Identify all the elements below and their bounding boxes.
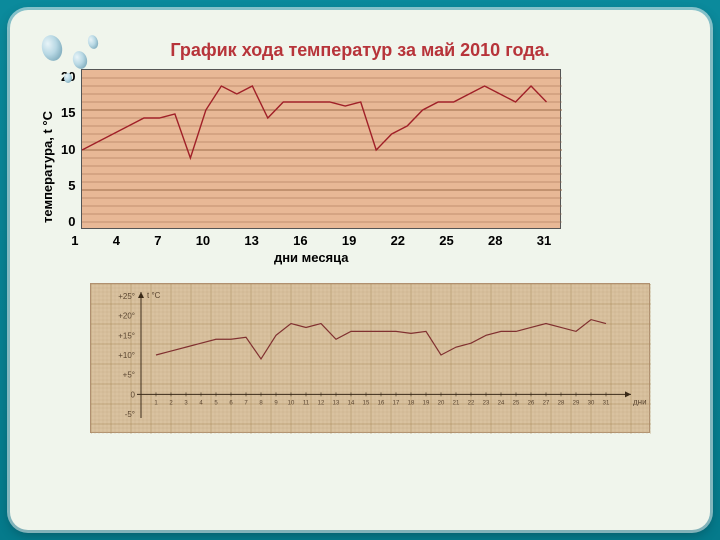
svg-text:3: 3 [184,400,188,406]
svg-text:31: 31 [603,400,610,406]
svg-text:19: 19 [423,400,430,406]
svg-text:25: 25 [513,400,520,406]
svg-text:2: 2 [169,400,173,406]
svg-text:12: 12 [318,400,325,406]
graph-paper-chart: -5°0+5°+10°+15°+20°+25°t °C1234567891011… [90,283,660,433]
svg-text:0: 0 [131,390,136,399]
svg-text:26: 26 [528,400,535,406]
svg-text:t °C: t °C [147,291,161,300]
svg-text:9: 9 [274,400,278,406]
svg-text:15: 15 [363,400,370,406]
svg-text:30: 30 [588,400,595,406]
svg-text:дни: дни [633,397,647,406]
x-tick: 31 [537,233,551,248]
svg-text:+5°: +5° [123,371,135,380]
svg-text:14: 14 [348,400,355,406]
x-tick: 4 [113,233,120,248]
x-tick: 13 [244,233,258,248]
x-axis-ticks: 1 4 7 10 13 16 19 22 25 28 31 [71,233,551,248]
svg-text:23: 23 [483,400,490,406]
y-tick: 0 [68,214,75,229]
x-tick: 16 [293,233,307,248]
svg-text:10: 10 [288,400,295,406]
svg-text:-5°: -5° [125,410,135,419]
y-tick: 15 [61,105,75,120]
y-tick: 10 [61,142,75,157]
svg-text:+15°: +15° [118,331,135,340]
chart-title: График хода температур за май 2010 года. [30,40,690,61]
svg-text:28: 28 [558,400,565,406]
slide-frame: График хода температур за май 2010 года.… [0,0,720,540]
svg-text:6: 6 [229,400,233,406]
svg-text:5: 5 [214,400,218,406]
svg-text:+20°: +20° [118,312,135,321]
svg-text:22: 22 [468,400,475,406]
svg-text:18: 18 [408,400,415,406]
svg-text:27: 27 [543,400,550,406]
x-tick: 25 [439,233,453,248]
svg-text:8: 8 [259,400,263,406]
slide-content: График хода температур за май 2010 года.… [10,10,710,530]
chart-plot-area [81,69,561,229]
graph-paper-plot: -5°0+5°+10°+15°+20°+25°t °C1234567891011… [90,283,650,433]
svg-text:7: 7 [244,400,248,406]
y-tick: 5 [68,178,75,193]
x-tick: 28 [488,233,502,248]
y-axis-label: температура, t °С [40,111,55,223]
svg-text:+25°: +25° [118,292,135,301]
svg-text:16: 16 [378,400,385,406]
svg-text:21: 21 [453,400,460,406]
svg-text:11: 11 [303,400,310,406]
x-tick: 19 [342,233,356,248]
main-chart: температура, t °С 20151050 1471013161922… [40,69,690,265]
svg-text:24: 24 [498,400,505,406]
x-tick: 7 [154,233,161,248]
x-tick: 1 [71,233,78,248]
svg-text:13: 13 [333,400,340,406]
svg-text:17: 17 [393,400,400,406]
x-tick: 22 [391,233,405,248]
svg-text:1: 1 [154,400,158,406]
svg-text:+10°: +10° [118,351,135,360]
svg-text:29: 29 [573,400,580,406]
x-axis-label: дни месяца [274,250,349,265]
x-tick: 10 [196,233,210,248]
svg-text:4: 4 [199,400,203,406]
svg-text:20: 20 [438,400,445,406]
